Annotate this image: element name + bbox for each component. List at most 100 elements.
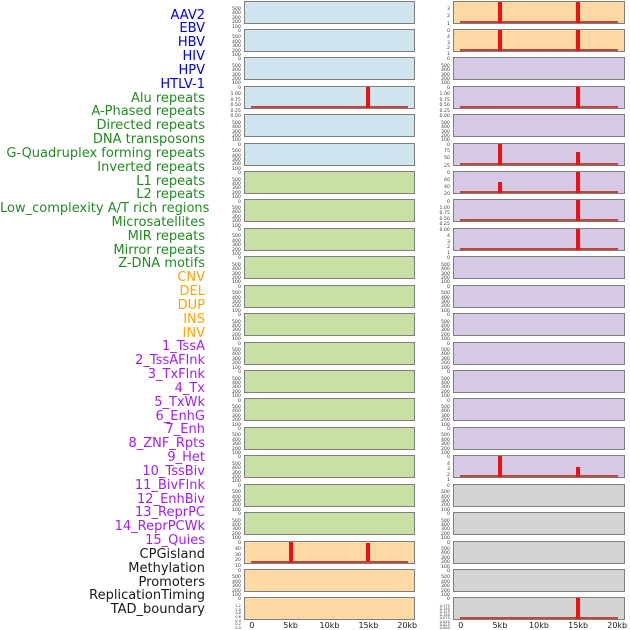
- y-tick-label: 0.8: [203, 600, 241, 615]
- y-tick-text: 200: [232, 502, 241, 508]
- y-tick-text: 100: [441, 592, 450, 598]
- row-label: 4_Tx: [174, 380, 205, 396]
- y-tick-label: 500: [412, 53, 450, 68]
- y-tick-label: 200: [203, 9, 241, 24]
- track-plot: [244, 256, 415, 280]
- y-tick-label: 0: [412, 18, 450, 33]
- y-tick-text: 500: [232, 204, 241, 211]
- y-tick-text: 500: [232, 119, 241, 126]
- y-tick-label: 100: [203, 241, 241, 256]
- y-tick-label: 200: [203, 521, 241, 536]
- y-tick-label: 500: [203, 280, 241, 295]
- y-tick-text: 100: [441, 279, 450, 285]
- track-plot: [453, 512, 625, 536]
- y-tick-text: 300: [441, 554, 450, 561]
- y-tick-text: 0: [447, 511, 450, 517]
- y-tick-label: 100: [203, 269, 241, 285]
- y-tick-label: 300: [412, 119, 450, 134]
- y-tick-text: 200: [232, 76, 241, 82]
- signal-baseline: [459, 219, 619, 222]
- signal-spike: [366, 86, 371, 108]
- track-plot: [453, 114, 625, 138]
- y-tick-label: 0: [203, 416, 241, 431]
- y-tick-label: 300: [412, 545, 450, 560]
- row-label: EBV: [179, 21, 205, 37]
- y-tick-text: 300: [441, 270, 450, 277]
- y-tick-text: 200: [232, 303, 241, 309]
- y-tick-label: 400: [412, 285, 450, 300]
- y-tick-label: 50: [412, 145, 450, 161]
- y-tick-label: 300: [203, 33, 241, 48]
- y-tick-text: 500: [232, 375, 241, 381]
- y-tick-text: 200: [232, 275, 241, 281]
- y-tick-text: 0: [447, 56, 450, 62]
- y-tick-label: 500: [203, 53, 241, 68]
- y-tick-text: 2: [447, 45, 450, 51]
- y-tick-text: 0: [238, 596, 241, 602]
- y-tick-label: 3: [412, 30, 450, 45]
- y-tick-text: 0: [238, 539, 241, 546]
- y-tick-label: 20: [412, 181, 450, 196]
- y-tick-label: 200: [203, 208, 241, 223]
- y-tick-text: 500: [232, 62, 241, 69]
- y-tick-label: 100: [203, 326, 241, 341]
- signal-baseline: [459, 162, 619, 165]
- y-tick-label: 0: [412, 274, 450, 289]
- x-tick-label: 10kb: [319, 621, 340, 630]
- y-tick-text: 500: [232, 148, 241, 154]
- y-tick-text: 0.00: [439, 113, 450, 119]
- y-tick-text: 300: [441, 327, 450, 333]
- y-tick-label: 0: [412, 245, 450, 261]
- signal-spike: [497, 29, 502, 51]
- y-tick-text: 400: [232, 379, 241, 386]
- y-tick-text: 0.25: [439, 221, 450, 227]
- y-tick-label: 100: [203, 298, 241, 313]
- y-tick-label: 200: [203, 322, 241, 337]
- y-tick-text: 2: [447, 471, 450, 478]
- signal-baseline: [459, 48, 619, 51]
- track-plot: [244, 540, 415, 564]
- y-tick-label: 500: [203, 422, 241, 438]
- track-plot: [244, 370, 415, 393]
- y-tick-label: 0: [203, 444, 241, 460]
- y-tick-text: 200: [441, 559, 450, 565]
- y-tick-text: 500: [232, 460, 241, 467]
- x-tick-label: 20kb: [607, 621, 628, 630]
- y-tick-label: 100: [203, 213, 241, 228]
- x-tick-label: 20kb: [397, 621, 418, 630]
- row-label: Methylation: [128, 560, 205, 576]
- y-tick-text: 300: [232, 299, 241, 305]
- row-label: 6_EnhG: [155, 408, 205, 424]
- y-tick-text: 100: [232, 165, 241, 172]
- y-tick-label: 10: [203, 553, 241, 568]
- y-tick-text: 200: [232, 473, 241, 480]
- y-tick-text: 300: [441, 441, 450, 447]
- y-tick-label: 0: [412, 75, 450, 90]
- y-tick-text: 0: [238, 56, 241, 62]
- track-plot: [244, 455, 415, 479]
- y-tick-label: 500: [203, 508, 241, 523]
- signal-spike: [576, 152, 581, 165]
- y-tick-label: 500: [203, 451, 241, 466]
- y-tick-label: 300: [203, 232, 241, 247]
- track-plot: [453, 57, 625, 81]
- row-label: Directed repeats: [96, 118, 205, 134]
- y-tick-label: 400: [203, 427, 241, 442]
- y-tick-label: 500: [412, 309, 450, 324]
- y-tick-label: 100: [203, 497, 241, 512]
- y-tick-text: 20: [444, 191, 450, 197]
- y-tick-text: 400: [441, 379, 450, 386]
- y-tick-text: 100: [232, 336, 241, 342]
- y-tick-label: 400: [203, 29, 241, 44]
- y-tick-text: 3: [447, 466, 450, 472]
- y-tick-text: 200: [232, 161, 241, 167]
- y-tick-text: 0.0: [235, 625, 241, 630]
- y-tick-label: 500: [412, 110, 450, 125]
- y-tick-label: 200: [412, 578, 450, 593]
- y-tick-text: 0.075: [439, 616, 450, 621]
- track-plot: [244, 512, 415, 536]
- y-tick-text: 200: [232, 218, 241, 224]
- y-tick-text: 400: [232, 522, 241, 528]
- track-plot: [244, 284, 415, 308]
- y-tick-text: 100: [441, 506, 450, 513]
